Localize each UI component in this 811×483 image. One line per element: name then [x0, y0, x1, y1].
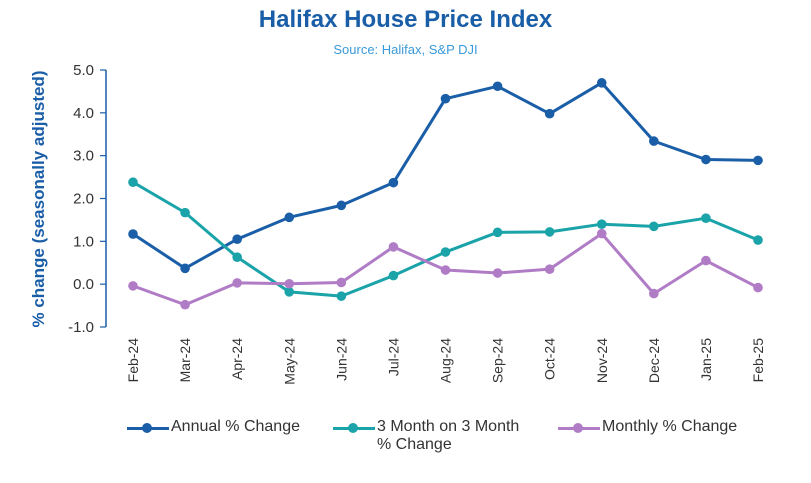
y-tick-label: -1.0	[68, 319, 94, 336]
legend: Annual % Change 3 Month on 3 Month % Chan…	[0, 418, 811, 468]
data-point-s1-11	[701, 213, 711, 224]
y-tick-label: 3.0	[73, 148, 94, 165]
x-tick-label: Aug-24	[438, 338, 454, 383]
data-point-s2-10	[649, 288, 659, 299]
data-point-s2-9	[596, 228, 607, 239]
data-point-s2-2	[232, 278, 242, 288]
data-point-s0-2	[232, 234, 242, 244]
x-tick-label: Jun-24	[333, 338, 349, 381]
x-tick-label: Jul-24	[385, 338, 401, 376]
data-point-s1-10	[649, 221, 659, 232]
x-tick-label: Dec-24	[646, 338, 662, 383]
data-point-s0-10	[649, 136, 659, 146]
x-tick-label: Jan-25	[698, 338, 714, 381]
x-tick-label: Feb-25	[750, 338, 766, 383]
data-point-s2-12	[753, 282, 763, 293]
chart-title: Halifax House Price Index	[258, 6, 553, 33]
x-tick-label: Oct-24	[542, 338, 558, 380]
data-point-s1-2	[232, 252, 242, 262]
legend-marker	[127, 418, 169, 436]
data-point-s1-1	[180, 207, 190, 218]
data-point-s0-8	[544, 108, 555, 119]
data-point-s1-4	[336, 291, 347, 301]
data-point-s2-5	[388, 242, 399, 252]
y-tick-label: 1.0	[73, 233, 94, 250]
legend-item-2: Monthly % Change	[558, 418, 737, 436]
data-point-s2-0	[128, 281, 138, 291]
y-axis-title: % change (seasonally adjusted)	[29, 71, 48, 328]
data-point-s1-12	[753, 235, 763, 245]
data-point-s0-3	[284, 212, 295, 223]
legend-marker	[333, 418, 375, 436]
data-point-s1-3	[284, 287, 295, 297]
data-point-s2-7	[492, 268, 503, 278]
legend-marker	[558, 418, 600, 436]
x-tick-label: Nov-24	[594, 338, 610, 383]
legend-item-1: 3 Month on 3 Month % Change	[333, 418, 519, 454]
y-tick-label: 2.0	[73, 191, 94, 208]
x-tick-label: Feb-24	[125, 338, 141, 383]
y-tick-label: 4.0	[73, 105, 94, 122]
data-point-s2-6	[440, 265, 451, 275]
x-tick-label: Apr-24	[229, 338, 245, 380]
data-point-s0-7	[492, 81, 503, 92]
data-point-s1-7	[492, 227, 503, 238]
data-point-s2-8	[544, 264, 555, 274]
x-tick-label: Sep-24	[490, 338, 506, 383]
data-point-s2-11	[701, 255, 711, 266]
data-point-s0-4	[336, 200, 347, 211]
data-point-s1-9	[596, 219, 607, 229]
data-point-s2-3	[284, 278, 295, 289]
data-point-s0-9	[596, 78, 607, 88]
series-line-0	[132, 81, 759, 270]
data-point-s2-1	[180, 299, 190, 310]
data-point-s1-8	[544, 227, 555, 237]
data-point-s0-1	[180, 263, 190, 274]
chart-subtitle: Source: Halifax, S&P DJI	[333, 42, 478, 57]
legend-item-0: Annual % Change	[127, 418, 300, 436]
x-tick-label: Mar-24	[177, 338, 193, 383]
data-point-s2-4	[336, 277, 347, 288]
legend-label: Monthly % Change	[602, 418, 738, 435]
data-point-s0-11	[701, 154, 711, 165]
y-tick-label: 0.0	[73, 276, 94, 293]
data-point-s1-6	[440, 247, 451, 257]
data-point-s1-5	[388, 270, 399, 281]
y-tick-label: 5.0	[73, 62, 94, 79]
data-point-s0-12	[753, 155, 763, 166]
data-point-s0-5	[388, 177, 399, 188]
data-point-s0-6	[440, 93, 451, 104]
data-point-s0-0	[128, 229, 138, 239]
data-point-s1-0	[128, 177, 138, 188]
legend-label: 3 Month on 3 Month % Change	[377, 418, 520, 453]
x-tick-label: May-24	[281, 338, 297, 385]
series-line-1	[132, 180, 759, 298]
legend-label: Annual % Change	[171, 418, 300, 435]
